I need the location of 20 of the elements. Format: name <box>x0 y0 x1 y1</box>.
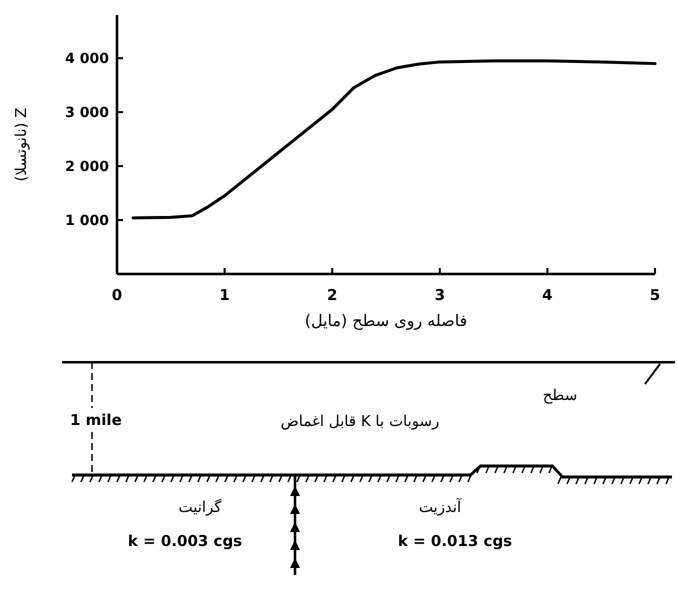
x-tick-label: 3 <box>434 286 446 304</box>
x-tick-label: 2 <box>326 286 338 304</box>
x-tick-label: 0 <box>112 286 122 304</box>
y-tick-label: 4 000 <box>65 51 110 68</box>
y-tick-label: 2 000 <box>65 159 110 176</box>
text: آندزیت <box>418 497 462 516</box>
x-axis-title: فاصله روی سطح (مایل) <box>304 311 468 330</box>
text: k = 0.013 cgs <box>398 532 512 550</box>
x-tick-label: 4 <box>542 286 553 304</box>
y-axis-title: Z (نانوتسلا) <box>12 108 30 182</box>
text: رسوبات با K قابل اغماض <box>280 412 440 430</box>
x-tick-label: 5 <box>650 286 660 304</box>
text: 1 mile <box>70 411 122 429</box>
y-tick-label: 1 000 <box>65 213 110 230</box>
y-tick-label: 3 000 <box>65 105 110 122</box>
line-series <box>132 59 656 220</box>
x-tick-label: 1 <box>219 286 230 304</box>
text: سطح <box>542 386 578 404</box>
text: k = 0.003 cgs <box>128 532 242 550</box>
text: گرانیت <box>178 498 222 516</box>
